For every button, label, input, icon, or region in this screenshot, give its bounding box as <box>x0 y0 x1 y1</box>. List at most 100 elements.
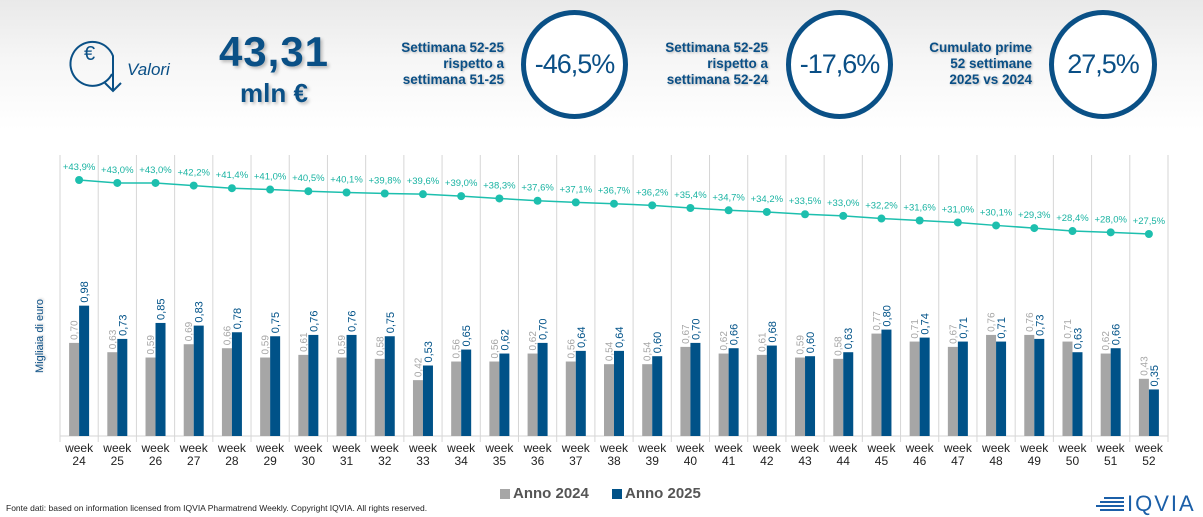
bar-label-2025: 0,64 <box>576 326 588 347</box>
bar-2025 <box>805 356 816 436</box>
bar-2024 <box>1062 341 1073 436</box>
bar-2025 <box>919 337 930 436</box>
bar-2024 <box>871 333 882 436</box>
cumulative-point <box>648 201 657 210</box>
kpi-label-line: rispetto a <box>707 56 768 71</box>
x-tick-label: week <box>446 441 476 455</box>
bar-2025 <box>881 329 892 436</box>
cumulative-label: +30,1% <box>980 207 1013 218</box>
x-tick-label: 51 <box>1104 454 1118 468</box>
bar-2025 <box>1148 389 1159 436</box>
kpi-label-line: Settimana 52-25 <box>401 40 504 55</box>
x-tick-label: week <box>484 441 514 455</box>
x-tick-label: 25 <box>111 454 125 468</box>
bar-2025 <box>614 350 624 436</box>
bar-2025 <box>996 341 1007 436</box>
x-tick-label: week <box>1134 441 1164 455</box>
bar-label-2025: 0,70 <box>690 318 702 339</box>
bar-2025 <box>193 325 204 436</box>
cumulative-point <box>380 189 389 198</box>
x-tick-label: 33 <box>416 454 430 468</box>
bar-2025 <box>575 350 586 436</box>
bar-label-2024: 0,67 <box>681 324 692 344</box>
bar-label-2025: 0,76 <box>347 310 359 331</box>
cumulative-point <box>457 192 466 201</box>
x-tick-label: week <box>1057 441 1087 455</box>
bar-label-2024: 0,56 <box>566 339 577 359</box>
cumulative-label: +29,3% <box>1018 210 1051 221</box>
x-tick-label: week <box>828 441 858 455</box>
bar-2024 <box>604 364 614 436</box>
x-tick-label: week <box>637 441 667 455</box>
x-tick-label: 36 <box>531 454 545 468</box>
kpi-label-line: 2025 vs 2024 <box>949 72 1032 87</box>
kpi-label-line: 52 settimane <box>950 56 1032 71</box>
bar-2025 <box>499 353 510 436</box>
bar-2024 <box>336 357 347 436</box>
cumulative-label: +37,1% <box>560 184 593 195</box>
bar-2025 <box>155 322 166 436</box>
cumulative-point <box>724 206 733 215</box>
cumulative-point <box>151 178 160 187</box>
bar-label-2025: 0,98 <box>79 281 91 302</box>
bar-label-2025: 0,80 <box>881 305 893 326</box>
cumulative-label: +43,0% <box>101 165 134 176</box>
bar-2024 <box>221 348 232 436</box>
bar-label-2025: 0,63 <box>843 328 855 349</box>
x-tick-label: week <box>179 441 209 455</box>
x-tick-label: 49 <box>1028 454 1042 468</box>
x-tick-label: week <box>523 441 553 455</box>
legend-label-2025: Anno 2025 <box>625 485 701 502</box>
bar-label-2025: 0,75 <box>270 312 282 333</box>
x-tick-label: week <box>714 441 744 455</box>
cumulative-point <box>304 187 313 196</box>
bar-label-2024: 0,59 <box>337 335 348 355</box>
cumulative-point <box>113 178 122 187</box>
bar-label-2024: 0,66 <box>222 325 233 345</box>
bar-label-2024: 0,61 <box>757 332 768 352</box>
bar-2024 <box>642 364 653 436</box>
cumulative-point <box>571 198 580 207</box>
cumulative-label: +42,2% <box>177 168 210 179</box>
x-tick-label: week <box>408 441 438 455</box>
bar-label-2024: 0,54 <box>605 341 616 361</box>
cumulative-label: +31,0% <box>942 204 975 215</box>
bar-2024 <box>183 344 194 436</box>
x-tick-label: week <box>217 441 247 455</box>
total-unit: mln € <box>240 78 308 108</box>
euro-down-arrow-icon: € <box>66 28 128 94</box>
kpi-week-vs-last-year-label: Settimana 52-25 rispetto a settimana 52-… <box>640 40 768 88</box>
cumulative-point <box>1106 228 1115 237</box>
cumulative-label: +33,0% <box>827 198 860 209</box>
cumulative-label: +37,6% <box>521 183 554 194</box>
cumulative-point <box>533 196 542 205</box>
x-tick-label: 32 <box>378 454 392 468</box>
cumulative-label: +40,5% <box>292 173 325 184</box>
cumulative-point <box>915 216 924 225</box>
x-tick-label: 40 <box>684 454 698 468</box>
x-tick-label: week <box>370 441 400 455</box>
cumulative-point <box>1144 230 1153 238</box>
x-tick-label: 46 <box>913 454 927 468</box>
cumulative-label: +34,2% <box>751 194 784 205</box>
bar-2025 <box>270 336 281 436</box>
bar-label-2024: 0,59 <box>796 335 807 355</box>
x-tick-label: 43 <box>798 454 812 468</box>
bar-2024 <box>451 361 462 436</box>
bar-label-2025: 0,66 <box>729 324 741 345</box>
bar-label-2024: 0,77 <box>872 311 883 331</box>
kpi-cumulative-label: Cumulato prime 52 settimane 2025 vs 2024 <box>905 40 1032 88</box>
x-tick-label: 48 <box>989 454 1003 468</box>
cumulative-point <box>610 199 618 208</box>
bar-label-2024: 0,76 <box>1025 312 1036 332</box>
bar-2025 <box>384 336 395 436</box>
bar-2024 <box>947 346 958 436</box>
bar-2024 <box>298 354 309 436</box>
bar-2024 <box>412 380 423 436</box>
bar-label-2024: 0,58 <box>834 336 845 356</box>
x-tick-label: week <box>981 441 1011 455</box>
x-tick-label: 45 <box>875 454 889 468</box>
cumulative-point <box>686 203 695 212</box>
bar-label-2025: 0,71 <box>996 317 1008 338</box>
cumulative-point <box>1068 227 1077 236</box>
